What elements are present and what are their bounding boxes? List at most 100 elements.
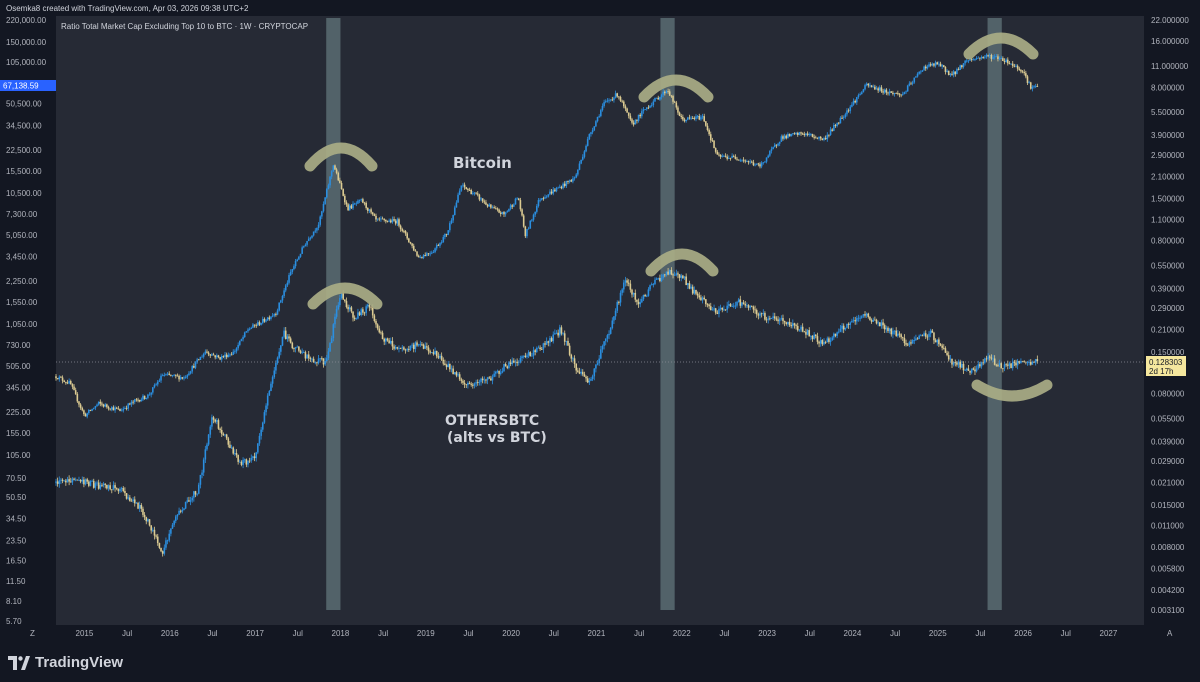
- bitcoin-candle: [624, 106, 627, 109]
- bitcoin-candle: [801, 133, 804, 135]
- othersbtc-candle: [488, 377, 491, 379]
- bitcoin-candle: [732, 155, 735, 157]
- othersbtc-candle: [913, 340, 916, 341]
- tradingview-logo-icon: [8, 655, 30, 670]
- bitcoin-candle: [86, 413, 88, 417]
- othersbtc-candle: [905, 343, 907, 345]
- othersbtc-candle: [463, 382, 466, 385]
- othersbtc-candle: [657, 278, 660, 279]
- bitcoin-candle: [668, 91, 671, 96]
- bitcoin-candle: [911, 82, 914, 84]
- othersbtc-candle: [457, 374, 459, 376]
- bitcoin-candle: [885, 89, 888, 93]
- othersbtc-candle: [335, 309, 338, 317]
- othersbtc-candle: [637, 301, 640, 305]
- othersbtc-candle: [281, 336, 284, 346]
- othersbtc-candle: [430, 352, 433, 354]
- bitcoin-candle: [711, 140, 714, 142]
- time-axis[interactable]: 2015 Jul 2016 Jul 2017 Jul 2018 Jul 2019 Jul 2020 J…: [76, 629, 1118, 638]
- bitcoin-candle: [150, 392, 152, 395]
- othersbtc-candle: [659, 278, 661, 282]
- bitcoin-candle: [526, 229, 528, 237]
- othersbtc-candle: [212, 417, 215, 420]
- othersbtc-candle: [718, 308, 720, 314]
- bitcoin-candle: [918, 71, 920, 74]
- right-price-badge: [1146, 356, 1186, 376]
- othersbtc-candle: [97, 482, 100, 489]
- othersbtc-candle: [916, 338, 919, 340]
- bitcoin-candle: [750, 161, 753, 163]
- othersbtc-candle: [893, 330, 896, 332]
- othersbtc-candle: [532, 350, 535, 356]
- bitcoin-candle: [271, 315, 274, 317]
- bitcoin-candle: [508, 208, 510, 212]
- bitcoin-candle: [769, 150, 771, 156]
- bitcoin-candle: [378, 218, 381, 220]
- othersbtc-candle: [237, 455, 239, 462]
- bitcoin-candle: [900, 94, 902, 96]
- right-axis-tick: 0.055000: [1151, 415, 1185, 424]
- othersbtc-candle: [746, 305, 748, 306]
- bitcoin-candle: [409, 242, 412, 244]
- plot-area[interactable]: [56, 16, 1144, 625]
- bitcoin-candle: [122, 408, 125, 411]
- time-axis-tick: 2026: [1014, 629, 1032, 638]
- bitcoin-candle: [550, 191, 553, 194]
- othersbtc-candle: [869, 317, 871, 321]
- bitcoin-candle: [823, 138, 825, 140]
- othersbtc-candle: [803, 331, 806, 333]
- bitcoin-candle: [225, 354, 228, 358]
- othersbtc-candle: [685, 276, 687, 286]
- bitcoin-candle: [314, 230, 317, 232]
- bitcoin-candle: [504, 212, 507, 215]
- left-axis-tick: 1,050.00: [6, 320, 38, 329]
- right-price-axis[interactable]: 22.000000 16.000000 11.000000 8.000000 5.500…: [1151, 16, 1189, 615]
- bitcoin-candle: [516, 198, 518, 200]
- bitcoin-candle: [211, 354, 213, 356]
- bitcoin-candle: [946, 70, 948, 72]
- bitcoin-candle: [480, 198, 482, 200]
- right-axis-tick: 1.500000: [1151, 195, 1185, 204]
- othersbtc-candle: [649, 285, 651, 290]
- othersbtc-candle: [508, 362, 510, 369]
- bitcoin-candle: [970, 59, 973, 61]
- bitcoin-candle: [995, 56, 998, 58]
- bitcoin-candle: [901, 94, 904, 95]
- bitcoin-candle: [307, 238, 310, 242]
- bitcoin-candle: [1016, 65, 1019, 69]
- othersbtc-candle: [342, 293, 344, 300]
- bitcoin-candle: [60, 376, 62, 378]
- bitcoin-candle: [304, 244, 307, 247]
- othersbtc-candle: [772, 316, 774, 318]
- othersbtc-candle: [624, 280, 627, 283]
- tradingview-logo[interactable]: TradingView: [8, 654, 123, 671]
- left-axis-tick: 34.50: [6, 515, 27, 524]
- othersbtc-candle: [550, 338, 553, 342]
- othersbtc-candle: [816, 336, 819, 342]
- bitcoin-candle: [944, 67, 947, 72]
- othersbtc-candle: [634, 292, 637, 300]
- bitcoin-candle: [522, 215, 525, 227]
- othersbtc-candle: [942, 347, 945, 349]
- othersbtc-candle: [677, 273, 679, 275]
- bitcoin-candle: [833, 125, 835, 131]
- othersbtc-candle: [88, 481, 90, 486]
- bitcoin-candle: [688, 117, 691, 119]
- othersbtc-candle: [616, 302, 619, 311]
- bitcoin-candle: [908, 83, 911, 86]
- bitcoin-candle: [125, 408, 128, 409]
- bitcoin-candle: [117, 408, 120, 410]
- bitcoin-candle: [506, 211, 509, 213]
- bitcoin-candle: [191, 366, 194, 372]
- othersbtc-candle: [491, 376, 494, 381]
- bitcoin-candle: [742, 159, 745, 161]
- othersbtc-candle: [834, 333, 837, 336]
- othersbtc-candle: [140, 505, 143, 509]
- bitcoin-candle: [440, 242, 443, 244]
- bitcoin-candle: [662, 91, 664, 95]
- bitcoin-candle: [224, 354, 226, 357]
- bitcoin-candle: [905, 91, 907, 93]
- othersbtc-candle: [777, 319, 779, 322]
- bitcoin-candle: [705, 121, 707, 126]
- othersbtc-candle: [931, 330, 934, 333]
